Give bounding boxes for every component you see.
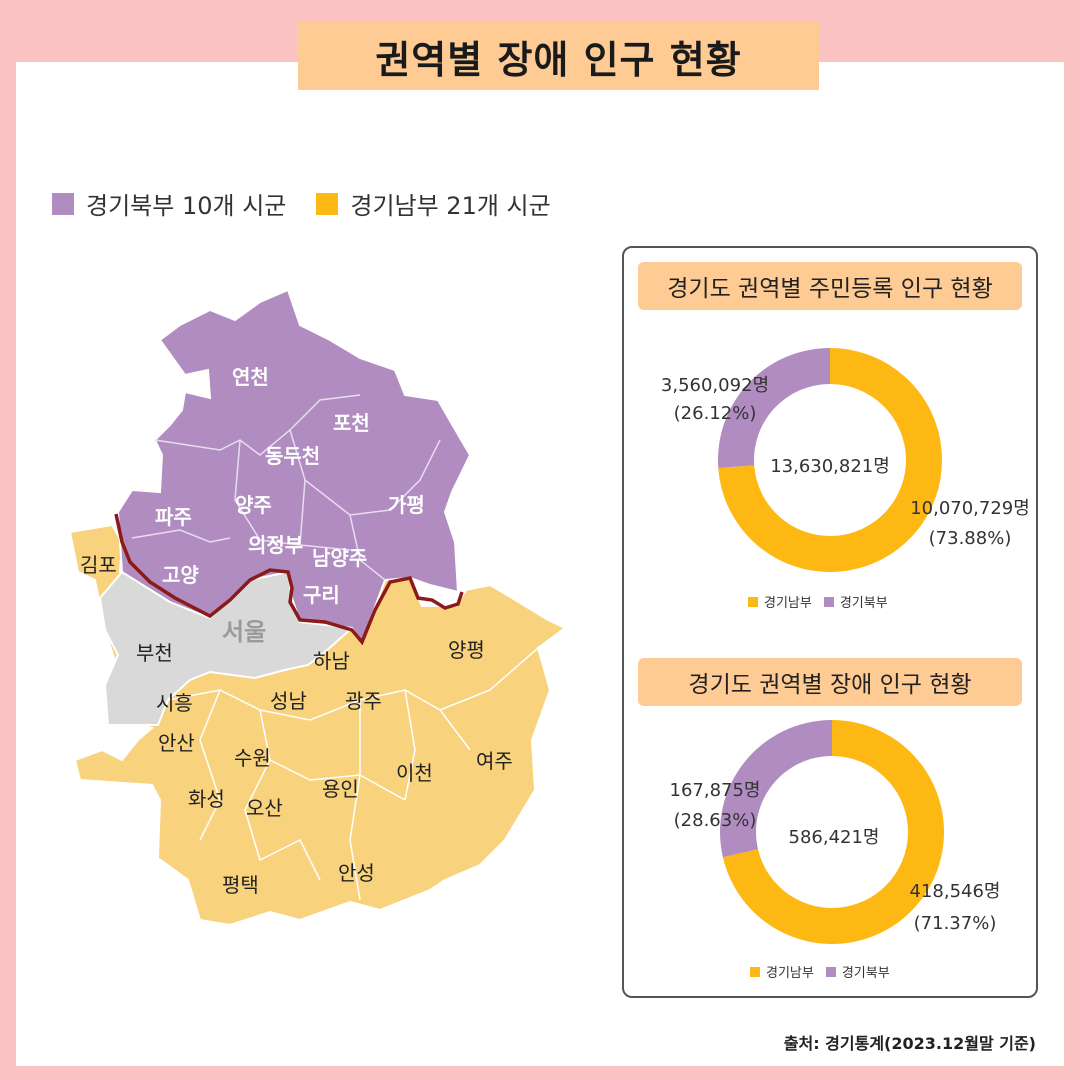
legend-label-north: 경기북부 10개 시군	[86, 192, 287, 220]
map-label-gimpo: 김포	[80, 553, 117, 577]
chart1-north-label: 3,560,092명 (26.12%)	[640, 372, 790, 428]
chart2-legend-south: 경기남부	[750, 962, 814, 981]
chart1-south-percent: (73.88%)	[928, 528, 1012, 549]
map-label-suwon: 수원	[234, 746, 271, 770]
chart2-south-value: 418,546명	[909, 881, 1001, 902]
map-label-yangpyeong: 양평	[448, 638, 485, 662]
chart1-title: 경기도 권역별 주민등록 인구 현황	[667, 276, 993, 302]
chart2-total: 586,421명	[788, 827, 880, 848]
source-note: 출처: 경기통계(2023.12월말 기준)	[783, 1034, 1036, 1053]
map-label-yangju: 양주	[235, 493, 272, 517]
chart2-legend-north: 경기북부	[825, 962, 890, 981]
legend-label-south: 경기남부 21개 시군	[350, 192, 551, 220]
chart2-title-pill: 경기도 권역별 장애 인구 현황	[638, 658, 1022, 706]
chart1-north-value: 3,560,092명	[660, 375, 770, 396]
map-boundaries-south	[167, 647, 539, 901]
chart2-legend-north-label: 경기북부	[841, 966, 890, 981]
chart1-legend-south-swatch	[748, 596, 758, 607]
map-label-icheon: 이천	[396, 761, 433, 785]
map-label-seoul: 서울	[222, 618, 266, 646]
chart1-legend-north-label: 경기북부	[839, 596, 888, 611]
chart2-north-label: 167,875명 (28.63%)	[640, 776, 790, 836]
chart2-north-value: 167,875명	[669, 780, 761, 801]
map-label-guri: 구리	[303, 583, 340, 607]
map-label-yeoju: 여주	[476, 749, 513, 773]
chart1-legend-north-swatch	[823, 596, 834, 607]
map-label-hwaseong: 화성	[188, 787, 225, 811]
map-label-goyang: 고양	[162, 563, 199, 587]
chart1-slice-north	[718, 348, 830, 468]
map-legend: 경기북부 10개 시군 경기남부 21개 시군	[52, 186, 581, 221]
chart1-donut	[718, 348, 942, 572]
chart1-south-label: 10,070,729명 (73.88%)	[895, 494, 1045, 554]
chart2-legend-south-swatch	[750, 966, 760, 977]
legend-item-south: 경기남부 21개 시군	[316, 186, 551, 221]
map-label-ansan: 안산	[158, 731, 195, 755]
chart1-legend-north: 경기북부	[823, 592, 888, 611]
map-label-hanam: 하남	[313, 649, 350, 673]
chart2-legend-south-label: 경기남부	[766, 966, 814, 981]
north-south-border	[114, 513, 464, 646]
chart1-legend: 경기남부 경기북부	[748, 592, 900, 611]
chart2-south-label: 418,546명 (71.37%)	[880, 876, 1030, 940]
chart1-legend-south: 경기남부	[748, 592, 812, 611]
map-label-uijeongbu: 의정부	[248, 533, 303, 557]
title-banner: 권역별 장애 인구 현황	[298, 22, 819, 90]
map-label-yongin: 용인	[322, 777, 359, 801]
chart1-slice-south	[718, 348, 942, 572]
map-label-pyeongtaek: 평택	[222, 873, 259, 897]
gyeonggi-map: 연천 포천 동두천 파주 양주 가평 의정부 남양주 고양 구리 서울 김포 부…	[68, 288, 567, 927]
map-label-seongnam: 성남	[270, 689, 307, 713]
map-label-bucheon: 부천	[136, 641, 173, 665]
page-title: 권역별 장애 인구 현황	[375, 37, 742, 82]
map-label-anseong: 안성	[338, 861, 375, 885]
chart1-legend-south-label: 경기남부	[764, 596, 812, 611]
map-label-gapyeong: 가평	[388, 493, 425, 517]
chart2-south-percent: (71.37%)	[913, 913, 997, 934]
chart1-south-value: 10,070,729명	[910, 498, 1030, 519]
map-label-pocheon: 포천	[333, 411, 370, 435]
chart2-north-percent: (28.63%)	[673, 810, 757, 831]
chart1-title-pill: 경기도 권역별 주민등록 인구 현황	[638, 262, 1022, 310]
chart1-total: 13,630,821명	[770, 456, 890, 477]
legend-swatch-north	[52, 192, 74, 215]
chart1-north-percent: (26.12%)	[673, 403, 757, 424]
legend-item-north: 경기북부 10개 시군	[52, 186, 286, 221]
chart2-slice-north	[720, 720, 832, 858]
map-label-osan: 오산	[246, 796, 283, 820]
legend-swatch-south	[316, 192, 339, 215]
map-label-yeoncheon: 연천	[232, 365, 269, 389]
map-label-siheung: 시흥	[156, 691, 193, 715]
map-label-dongducheon: 동두천	[265, 444, 320, 468]
map-boundaries	[131, 394, 441, 581]
map-label-namyangju: 남양주	[312, 546, 367, 570]
chart2-donut	[720, 720, 944, 944]
chart2-legend-north-swatch	[825, 966, 836, 977]
map-label-paju: 파주	[155, 505, 192, 529]
chart2-slice-south	[722, 720, 944, 944]
chart2-legend: 경기남부 경기북부	[750, 962, 902, 981]
chart2-title: 경기도 권역별 장애 인구 현황	[688, 672, 972, 698]
map-label-gwangju: 광주	[345, 689, 382, 713]
